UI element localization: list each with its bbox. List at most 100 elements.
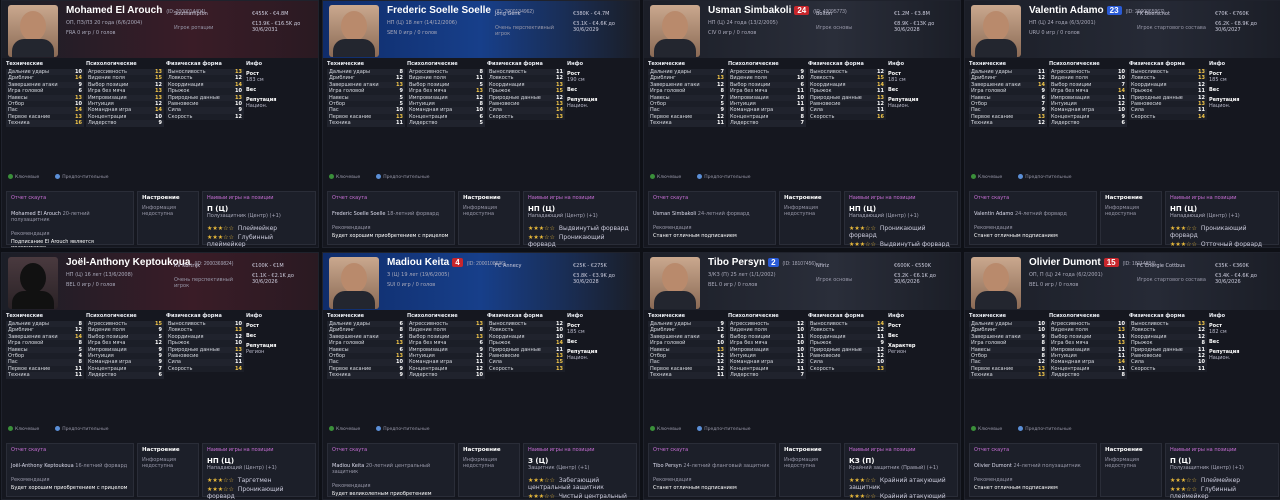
attr-row[interactable]: Дальние удары 8 (327, 69, 405, 76)
attr-row[interactable]: Агрессивность 13 (86, 69, 164, 76)
player-name[interactable]: Mohamed El Arouch (ID: 2000014404) (66, 5, 312, 16)
attr-row[interactable]: Техника 13 (969, 372, 1047, 379)
attr-row[interactable]: Первое касание 13 (969, 113, 1047, 121)
attr-row[interactable]: Импровизация 13 (86, 94, 164, 101)
attr-row[interactable]: Игра без мяча 6 (407, 340, 485, 347)
attr-row[interactable]: Завершение атаки 6 (648, 333, 726, 341)
scout-report-title[interactable]: Отчет скаута (653, 447, 689, 453)
attr-row[interactable]: Равновесие 12 (808, 352, 886, 360)
position-box[interactable]: Наивыи игры на позиции НП (Ц) Нападающий (… (523, 191, 637, 247)
attr-row[interactable]: Завершение атаки 14 (6, 333, 84, 341)
attr-row[interactable]: Ловкость 12 (808, 327, 886, 334)
attr-row[interactable]: Скорость 14 (1129, 113, 1207, 121)
attr-row[interactable]: Интуиция 12 (407, 352, 485, 360)
attr-row[interactable]: Навесы 8 (969, 346, 1047, 353)
attr-row[interactable]: Навесы 6 (327, 346, 405, 353)
player-card[interactable]: Joël-Anthony Keptoukoua (ID: 2000369824) Н… (1, 252, 319, 500)
attr-row[interactable]: Техника 16 (6, 120, 84, 127)
attr-row[interactable]: Дриблинг 14 (6, 75, 84, 82)
club-block[interactable]: Bolton Игрок основы (816, 11, 888, 31)
attr-row[interactable]: Пас 12 (648, 359, 726, 366)
attr-row[interactable]: Координация 13 (487, 81, 565, 89)
attr-row[interactable]: Природные данные 11 (1129, 346, 1207, 353)
attr-row[interactable]: Навесы 5 (327, 94, 405, 101)
attr-row[interactable]: Интуиция 11 (728, 352, 806, 360)
position-box[interactable]: Наивыи игры на позиции П (Ц) Полузащитник … (1165, 443, 1279, 499)
club-name[interactable]: Southampton (174, 11, 208, 17)
attr-row[interactable]: Командная игра 10 (407, 107, 485, 114)
attr-row[interactable]: Равновесие 12 (1129, 352, 1207, 360)
attr-row[interactable]: Отбор 4 (6, 352, 84, 360)
attr-row[interactable]: Видение поля 9 (86, 327, 164, 334)
attr-row[interactable]: Агрессивность 9 (728, 69, 806, 76)
attr-row[interactable]: Скорость 13 (808, 365, 886, 373)
attr-row[interactable]: Командная игра 10 (1049, 107, 1127, 114)
attr-row[interactable]: Прыжок 9 (808, 340, 886, 347)
attr-row[interactable]: Дриблинг 12 (6, 327, 84, 334)
attr-row[interactable]: Лидерство 5 (407, 120, 485, 127)
attr-row[interactable]: Техника 11 (648, 372, 726, 379)
attr-row[interactable]: Прыжок 10 (166, 340, 244, 347)
club-name[interactable]: Nfiriz (816, 263, 829, 269)
attr-row[interactable]: Выносливость 10 (166, 321, 244, 328)
attr-row[interactable]: Дальние удары 6 (327, 321, 405, 328)
attr-row[interactable]: Прыжок 14 (487, 340, 565, 347)
player-card[interactable]: Mohamed El Arouch (ID: 2000014404) ОП, ПЗ/… (1, 0, 319, 248)
scout-report-title[interactable]: Отчет скаута (653, 195, 689, 201)
attr-row[interactable]: Природные данные 13 (166, 346, 244, 353)
scout-report-title[interactable]: Отчет скаута (11, 195, 47, 201)
attr-row[interactable]: Концентрация 7 (86, 365, 164, 373)
attr-row[interactable]: Отбор 8 (969, 352, 1047, 360)
attr-row[interactable]: Импровизация 10 (728, 346, 806, 353)
attr-row[interactable]: Прыжок 11 (808, 88, 886, 95)
attr-row[interactable]: Концентрация 10 (86, 113, 164, 121)
attr-row[interactable]: Импровизация 11 (1049, 94, 1127, 101)
attr-row[interactable]: Техника 9 (327, 372, 405, 379)
attr-row[interactable]: Сила 10 (808, 359, 886, 366)
attr-row[interactable]: Первое касание 11 (6, 365, 84, 373)
attr-row[interactable]: Первое касание 12 (648, 365, 726, 373)
attr-row[interactable]: Игра без мяча 13 (407, 88, 485, 95)
attr-row[interactable]: Командная игра 14 (1049, 359, 1127, 366)
attr-row[interactable]: Интуиция 11 (728, 100, 806, 108)
attr-row[interactable]: Интуиция 12 (1049, 100, 1127, 108)
attr-row[interactable]: Командная игра 11 (407, 359, 485, 366)
attr-row[interactable]: Импровизация 12 (407, 94, 485, 101)
attr-row[interactable]: Концентрация 6 (407, 113, 485, 121)
position-box[interactable]: Наивыи игры на позиции З (Ц) Защитник (Цен… (523, 443, 637, 499)
attr-row[interactable]: Выбор позиции 12 (86, 81, 164, 89)
attr-row[interactable]: Сила 10 (1129, 359, 1207, 366)
attr-row[interactable]: Отбор 7 (969, 100, 1047, 108)
scout-report-title[interactable]: Отчет скаута (332, 195, 368, 201)
attr-row[interactable]: Игра без мяча 11 (728, 88, 806, 95)
attr-row[interactable]: Природные данные 13 (808, 94, 886, 101)
attr-row[interactable]: Скорость 13 (487, 113, 565, 121)
attr-row[interactable]: Скорость 11 (1129, 365, 1207, 373)
attr-row[interactable]: Игра без мяча 13 (86, 88, 164, 95)
attr-row[interactable]: Завершение атаки 9 (969, 333, 1047, 341)
attr-row[interactable]: Сила 11 (1129, 107, 1207, 114)
attr-row[interactable]: Дриблинг 12 (648, 327, 726, 334)
attr-row[interactable]: Первое касание 13 (327, 113, 405, 121)
club-block[interactable]: Southampton Игрок ротации (174, 11, 246, 31)
attr-row[interactable]: Лидерство 7 (728, 372, 806, 379)
player-name[interactable]: Madiou Keita 4 (ID: 2000108636) (387, 257, 633, 268)
attr-row[interactable]: Дриблинг 12 (969, 75, 1047, 82)
attr-row[interactable]: Выносливость 12 (487, 321, 565, 328)
attr-row[interactable]: Техника 11 (327, 120, 405, 127)
attr-row[interactable]: Агрессивность 10 (1049, 69, 1127, 76)
player-name[interactable]: Tibo Persyn 2 (ID: 18107456) (708, 257, 954, 268)
attr-row[interactable]: Скорость 16 (808, 113, 886, 121)
player-name-text[interactable]: Valentin Adamo (1029, 5, 1104, 16)
attr-row[interactable]: Техника 11 (6, 372, 84, 379)
scout-report-title[interactable]: Отчет скаута (974, 195, 1010, 201)
attr-row[interactable]: Выбор позиции 5 (86, 333, 164, 341)
scout-report-title[interactable]: Отчет скаута (332, 447, 368, 453)
attr-row[interactable]: Дальние удары 11 (969, 69, 1047, 76)
attr-row[interactable]: Координация 11 (808, 333, 886, 341)
attr-row[interactable]: Сила 15 (487, 359, 565, 366)
player-name[interactable]: Frederic Soelle Soelle (ID: 2000134962) (387, 5, 633, 16)
attr-row[interactable]: Ловкость 15 (808, 75, 886, 82)
scout-report-box[interactable]: Отчет скаута Madiou Keita 20-летний центр… (327, 443, 455, 497)
attr-row[interactable]: Лидерство 6 (1049, 120, 1127, 127)
